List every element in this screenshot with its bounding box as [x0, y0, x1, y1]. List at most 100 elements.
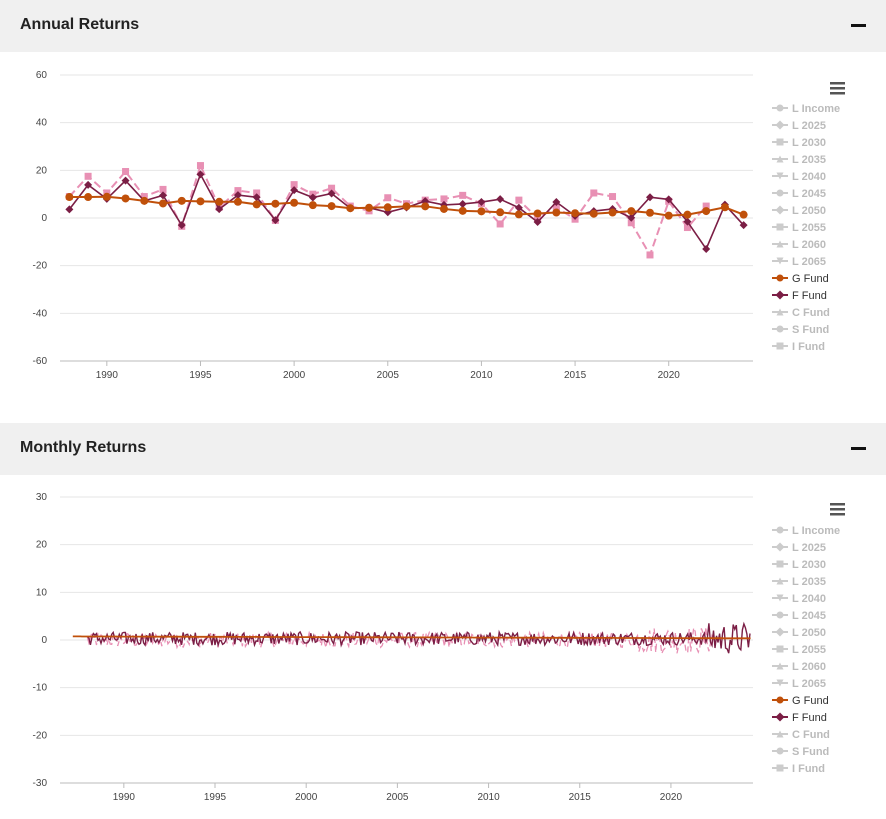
y-tick-label: -60 [33, 356, 48, 367]
y-tick-label: 20 [36, 165, 48, 176]
legend-item[interactable]: I Fund [772, 341, 825, 353]
legend-marker [776, 257, 784, 265]
legend-item[interactable]: C Fund [772, 307, 830, 319]
legend-marker [776, 645, 784, 653]
f-fund-point [327, 189, 336, 198]
legend-item[interactable]: L 2060 [772, 661, 826, 673]
legend-item[interactable]: G Fund [772, 273, 829, 285]
legend-label: L 2025 [792, 542, 826, 554]
y-tick-label: -40 [33, 308, 48, 319]
legend-item[interactable]: L 2055 [772, 222, 826, 234]
g-fund-point [421, 202, 430, 211]
x-tick-label: 2005 [386, 792, 409, 803]
legend-marker [775, 712, 785, 722]
menu-icon[interactable] [830, 82, 845, 95]
f-fund-point [533, 218, 542, 227]
legend-item[interactable]: L 2040 [772, 171, 826, 183]
legend-marker [776, 138, 784, 146]
legend-label: I Fund [792, 341, 825, 353]
legend-marker [776, 764, 784, 772]
f-fund-point [233, 191, 242, 200]
f-fund-point [65, 205, 74, 214]
legend-label: S Fund [792, 324, 829, 336]
g-fund-point [121, 194, 130, 203]
legend-item[interactable]: L Income [772, 103, 840, 115]
legend-item[interactable]: L 2040 [772, 593, 826, 605]
pink-point [515, 196, 523, 204]
f-fund-point [271, 216, 280, 225]
legend-item[interactable]: G Fund [772, 695, 829, 707]
g-fund-point [327, 202, 336, 211]
g-fund-point [739, 210, 748, 219]
x-tick-label: 1990 [96, 370, 119, 381]
legend-item[interactable]: L 2050 [772, 205, 826, 217]
collapse-icon[interactable] [851, 24, 866, 27]
x-tick-label: 2000 [283, 370, 306, 381]
f-fund-point [215, 205, 224, 214]
legend-item[interactable]: L 2030 [772, 559, 826, 571]
g-fund-point [215, 197, 224, 206]
g-fund-point [720, 203, 729, 212]
menu-icon[interactable] [830, 503, 845, 516]
x-tick-label: 2015 [569, 792, 592, 803]
pink-point [159, 185, 167, 193]
legend-item[interactable]: C Fund [772, 729, 830, 741]
legend-item[interactable]: L 2065 [772, 256, 826, 268]
f-fund-point [477, 198, 486, 207]
legend-label: L 2040 [792, 593, 826, 605]
pink-point [609, 193, 617, 201]
g-fund-point [571, 209, 580, 218]
legend-item[interactable]: S Fund [772, 746, 829, 758]
legend-item[interactable]: F Fund [772, 712, 827, 724]
legend-marker [776, 611, 784, 619]
collapse-icon[interactable] [851, 447, 866, 450]
legend-item[interactable]: I Fund [772, 763, 825, 775]
monthly-returns-header: Monthly Returns [0, 423, 886, 475]
legend-marker [776, 223, 784, 231]
pink-point [496, 220, 504, 228]
legend-item[interactable]: L 2045 [772, 188, 826, 200]
legend-label: S Fund [792, 746, 829, 758]
legend-item[interactable]: L 2025 [772, 542, 826, 554]
pink-point [440, 195, 448, 203]
legend-label: F Fund [792, 290, 827, 302]
section-title: Annual Returns [20, 16, 140, 33]
f-fund-point [514, 203, 523, 212]
legend-item[interactable]: L 2035 [772, 576, 826, 588]
g-fund-point [608, 208, 617, 217]
legend-label: I Fund [792, 763, 825, 775]
legend-marker [776, 696, 784, 704]
legend-label: L 2040 [792, 171, 826, 183]
pink-point [253, 189, 261, 197]
g-fund-point [402, 202, 411, 211]
legend-item[interactable]: L Income [772, 525, 840, 537]
pink-point [627, 219, 635, 227]
legend-marker [776, 308, 784, 316]
f-fund-point [664, 195, 673, 204]
legend-marker [776, 577, 784, 585]
legend-item[interactable]: L 2025 [772, 120, 826, 132]
x-tick-label: 2000 [295, 792, 318, 803]
legend-label: L 2060 [792, 239, 826, 251]
f-fund-point [196, 170, 205, 179]
legend-item[interactable]: L 2030 [772, 137, 826, 149]
legend-marker [776, 104, 784, 112]
legend-item[interactable]: L 2035 [772, 154, 826, 166]
g-fund-point [383, 203, 392, 212]
annual-returns-header: Annual Returns [0, 0, 886, 52]
legend-item[interactable]: L 2060 [772, 239, 826, 251]
legend-item[interactable]: F Fund [772, 290, 827, 302]
legend-item[interactable]: L 2045 [772, 610, 826, 622]
legend-item[interactable]: S Fund [772, 324, 829, 336]
legend-item[interactable]: L 2055 [772, 644, 826, 656]
y-tick-label: 0 [41, 635, 47, 646]
legend-marker [776, 560, 784, 568]
g-fund-point [627, 207, 636, 216]
legend-label: L 2030 [792, 137, 826, 149]
legend-item[interactable]: L 2050 [772, 627, 826, 639]
g-fund-point [233, 197, 242, 206]
legend-item[interactable]: L 2065 [772, 678, 826, 690]
g-fund-point [346, 204, 355, 213]
pink-point [328, 184, 336, 192]
pink-point [122, 168, 130, 176]
